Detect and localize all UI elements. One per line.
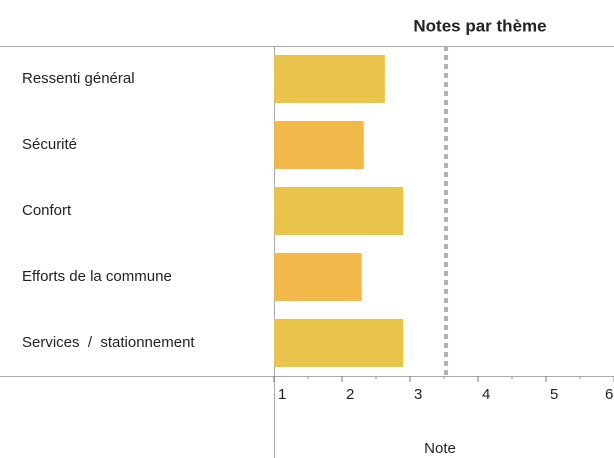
y-tick-label: Services / stationnement (22, 334, 195, 351)
y-tick-label: Efforts de la commune (22, 268, 172, 285)
bar (274, 319, 404, 367)
bar (274, 253, 362, 301)
y-tick-label: Ressenti général (22, 70, 135, 87)
bar (274, 121, 364, 169)
y-tick-label: Sécurité (22, 136, 77, 153)
x-axis-label: Note (424, 440, 456, 457)
x-tick-label: 3 (414, 386, 422, 403)
x-tick-label: 1 (278, 386, 286, 403)
y-tick-label: Confort (22, 202, 72, 219)
x-tick-label: 4 (482, 386, 490, 403)
x-tick-label: 6 (605, 386, 613, 403)
x-tick-label: 2 (346, 386, 354, 403)
bar (274, 187, 404, 235)
chart-title: Notes par thème (413, 16, 546, 35)
x-tick-label: 5 (550, 386, 558, 403)
bar (274, 55, 385, 103)
